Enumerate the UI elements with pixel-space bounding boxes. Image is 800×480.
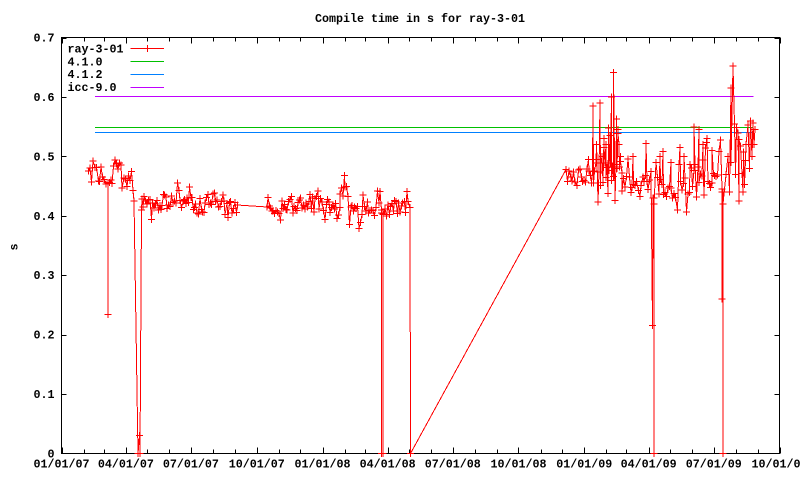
svg-text:s: s	[7, 244, 21, 251]
svg-text:07/01/09: 07/01/09	[686, 458, 742, 472]
svg-text:0.3: 0.3	[34, 269, 55, 283]
svg-text:4.1.2: 4.1.2	[68, 68, 103, 82]
svg-text:04/01/08: 04/01/08	[360, 458, 416, 472]
svg-text:10/01/07: 10/01/07	[229, 458, 285, 472]
svg-text:07/01/07: 07/01/07	[163, 458, 219, 472]
svg-text:0.1: 0.1	[34, 388, 55, 402]
svg-text:4.1.0: 4.1.0	[68, 55, 103, 69]
svg-text:icc-9.0: icc-9.0	[68, 81, 117, 95]
svg-text:07/01/08: 07/01/08	[425, 458, 481, 472]
svg-text:0.4: 0.4	[34, 210, 55, 224]
svg-text:01/01/08: 01/01/08	[295, 458, 351, 472]
svg-text:04/01/09: 04/01/09	[621, 458, 677, 472]
svg-text:ray-3-01: ray-3-01	[68, 43, 124, 57]
svg-text:0.2: 0.2	[34, 329, 55, 343]
svg-text:10/01/08: 10/01/08	[491, 458, 547, 472]
svg-text:10/01/09: 10/01/09	[752, 458, 800, 472]
svg-text:04/01/07: 04/01/07	[98, 458, 154, 472]
svg-text:0: 0	[48, 447, 55, 461]
svg-text:0.5: 0.5	[34, 151, 55, 165]
svg-text:Compile time in s for ray-3-01: Compile time in s for ray-3-01	[315, 12, 525, 26]
svg-text:01/01/07: 01/01/07	[34, 458, 90, 472]
svg-text:0.6: 0.6	[34, 91, 55, 105]
svg-text:0.7: 0.7	[34, 32, 55, 46]
svg-text:01/01/09: 01/01/09	[556, 458, 612, 472]
